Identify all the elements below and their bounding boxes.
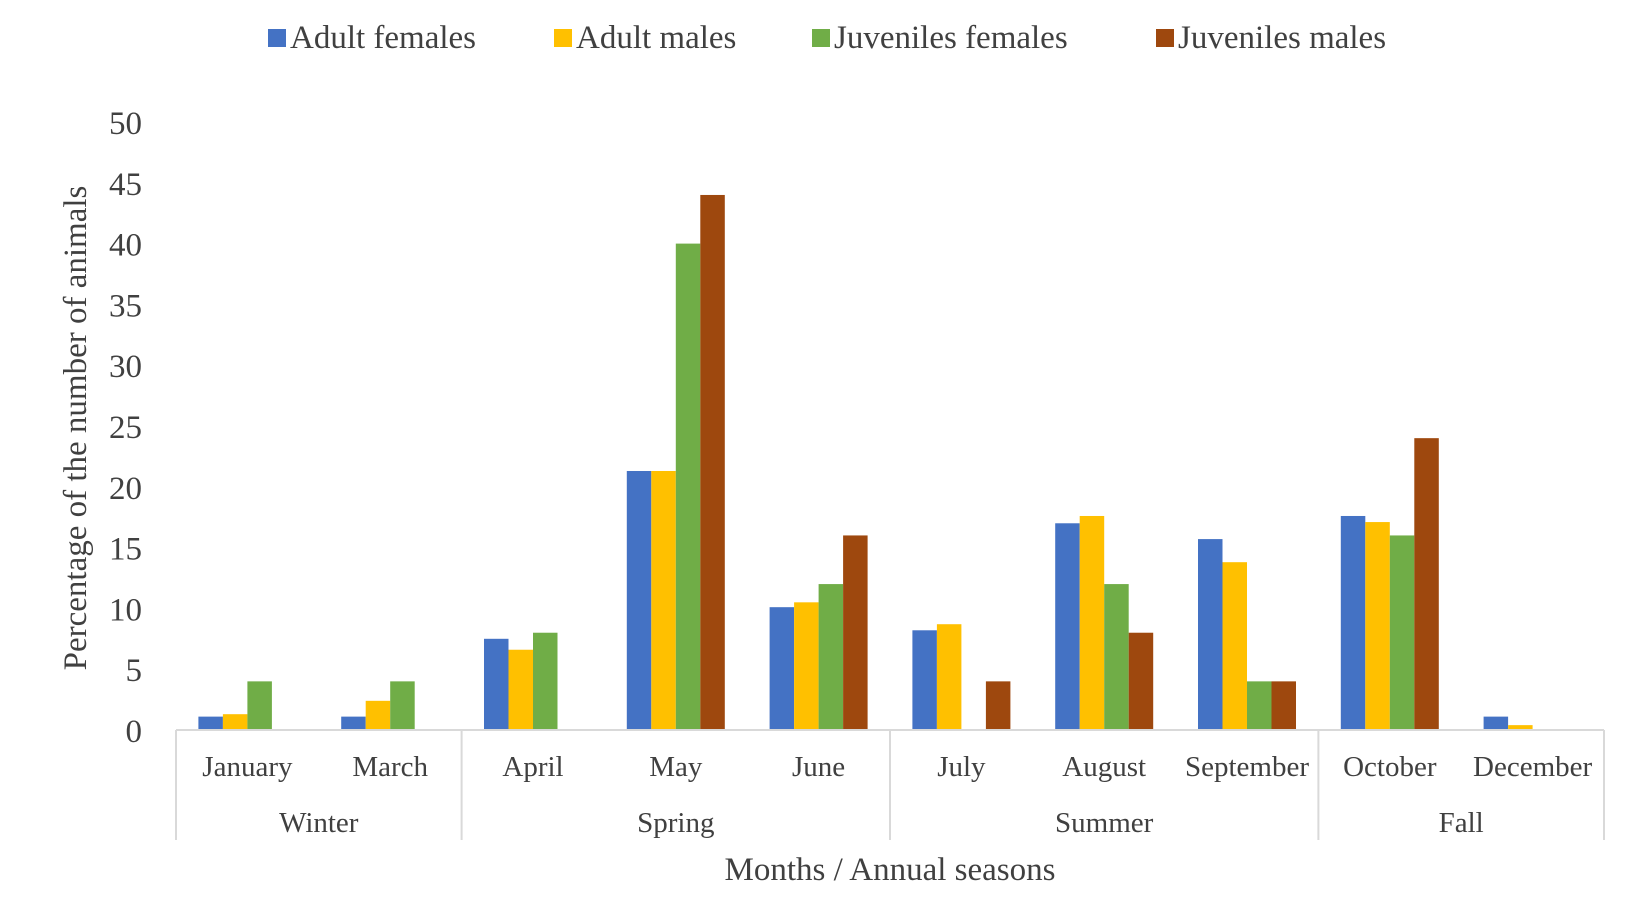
x-category-label: May	[649, 751, 703, 783]
bar-adult-males	[1365, 522, 1390, 730]
bar-adult-females	[198, 716, 223, 730]
bar-juveniles-females	[390, 681, 415, 730]
legend-label: Adult males	[576, 19, 737, 56]
bar-adult-males	[936, 624, 962, 730]
chart-legend: Adult females Adult males Juveniles female…	[0, 16, 1630, 60]
bar-juveniles-males	[1414, 438, 1439, 730]
y-tick-label: 10	[109, 592, 142, 628]
legend-swatch	[812, 29, 830, 47]
x-category-label: December	[1473, 751, 1592, 783]
bar-adult-males	[365, 700, 391, 730]
bar-adult-males	[1079, 515, 1105, 730]
y-tick-label: 45	[109, 167, 142, 203]
x-group-label: Spring	[637, 807, 714, 839]
bar-adult-males	[1508, 725, 1533, 730]
x-category-label: June	[792, 751, 845, 783]
y-tick-label: 40	[109, 228, 142, 264]
bar-adult-females	[1198, 539, 1223, 730]
y-tick-label: 25	[109, 410, 142, 446]
bar-adult-females	[626, 470, 652, 730]
legend-swatch	[1156, 29, 1174, 47]
bar-juveniles-males	[985, 681, 1011, 730]
y-tick-label: 35	[109, 288, 142, 324]
x-group-label: Summer	[1055, 807, 1154, 839]
bar-adult-females	[1483, 716, 1509, 730]
legend-swatch	[554, 29, 572, 47]
legend-label: Juveniles males	[1178, 19, 1387, 56]
bar-adult-females	[341, 716, 366, 730]
x-category-label: January	[202, 751, 293, 783]
legend-item: Juveniles females	[812, 16, 1068, 60]
bar-adult-males	[1222, 562, 1247, 730]
bar-juveniles-females	[1389, 535, 1415, 730]
bar-juveniles-females	[1104, 584, 1129, 730]
bar-juveniles-males	[700, 194, 725, 730]
bar-juveniles-females	[1247, 681, 1272, 730]
x-axis-title: Months / Annual seasons	[725, 852, 1056, 888]
bar-juveniles-females	[675, 243, 701, 730]
y-tick-label: 0	[126, 714, 143, 750]
x-category-label: July	[937, 751, 986, 783]
y-tick-label: 5	[126, 653, 143, 689]
x-group-label: Winter	[279, 807, 359, 839]
x-category-label: April	[502, 751, 563, 783]
x-category-label: October	[1343, 751, 1437, 783]
bar-adult-females	[484, 638, 509, 730]
bar-adult-males	[794, 602, 819, 730]
bar-adult-females	[769, 607, 795, 730]
y-tick-label: 15	[109, 532, 142, 568]
bar-juveniles-males	[1128, 632, 1154, 730]
bar-juveniles-females	[247, 681, 272, 730]
x-category-label: August	[1062, 751, 1146, 783]
legend-item: Adult females	[268, 16, 476, 60]
legend-label: Juveniles females	[834, 19, 1068, 56]
legend-swatch	[268, 29, 286, 47]
legend-item: Juveniles males	[1156, 16, 1386, 60]
bar-juveniles-females	[818, 584, 844, 730]
bar-juveniles-males	[1271, 681, 1296, 730]
x-category-label: March	[352, 751, 428, 783]
legend-item: Adult males	[554, 16, 736, 60]
bar-adult-females	[1055, 523, 1080, 730]
bar-adult-males	[651, 470, 676, 730]
bar-adult-males	[222, 714, 248, 730]
y-tick-label: 50	[109, 106, 142, 142]
bar-juveniles-females	[533, 632, 558, 730]
x-category-label: September	[1185, 751, 1309, 783]
y-tick-label: 30	[109, 349, 142, 385]
x-group-label: Fall	[1439, 807, 1484, 839]
bar-adult-females	[1340, 515, 1366, 730]
bar-adult-females	[912, 630, 937, 730]
legend-label: Adult females	[290, 19, 477, 56]
bar-juveniles-males	[843, 535, 868, 730]
bar-adult-males	[508, 649, 533, 730]
y-tick-label: 20	[109, 471, 142, 507]
y-axis-title: Percentage of the number of animals	[58, 186, 94, 671]
